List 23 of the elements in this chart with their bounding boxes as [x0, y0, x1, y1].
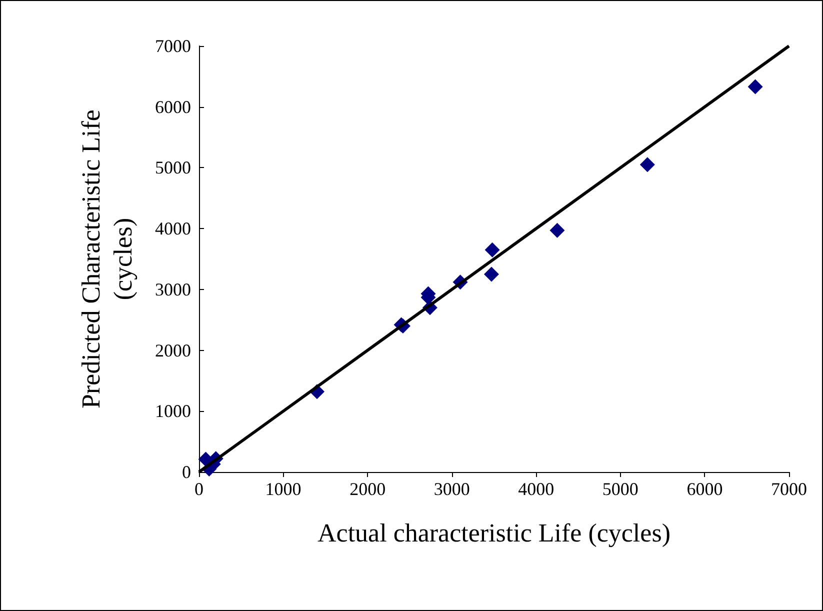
point	[484, 266, 499, 282]
x-tick-label: 4000	[518, 479, 554, 499]
point	[640, 157, 655, 172]
point	[748, 79, 763, 94]
y-tick-label: 4000	[155, 218, 191, 239]
x-tick-label: 7000	[771, 479, 807, 499]
x-tick-label: 6000	[686, 479, 723, 499]
x-tick-label: 5000	[602, 479, 638, 499]
x-tick-label: 2000	[350, 479, 386, 499]
y-tick-label: 7000	[155, 36, 191, 56]
y-tick-label: 2000	[155, 340, 191, 360]
x-axis-title: Actual characteristic Life (cycles)	[318, 518, 670, 548]
point	[550, 222, 565, 238]
y-axis-title: Predicted Characteristic Life (cycles)	[76, 110, 138, 408]
y-tick-label: 0	[182, 462, 191, 482]
y-tick-label: 1000	[155, 401, 191, 422]
x-tick-label: 1000	[265, 479, 302, 499]
x-tick-label: 3000	[434, 479, 470, 499]
x-tick-label: 0	[194, 479, 204, 499]
point	[484, 242, 500, 258]
y-tick-label: 6000	[155, 96, 191, 117]
y-tick-label: 5000	[155, 158, 191, 178]
y-tick-label: 3000	[155, 279, 191, 300]
